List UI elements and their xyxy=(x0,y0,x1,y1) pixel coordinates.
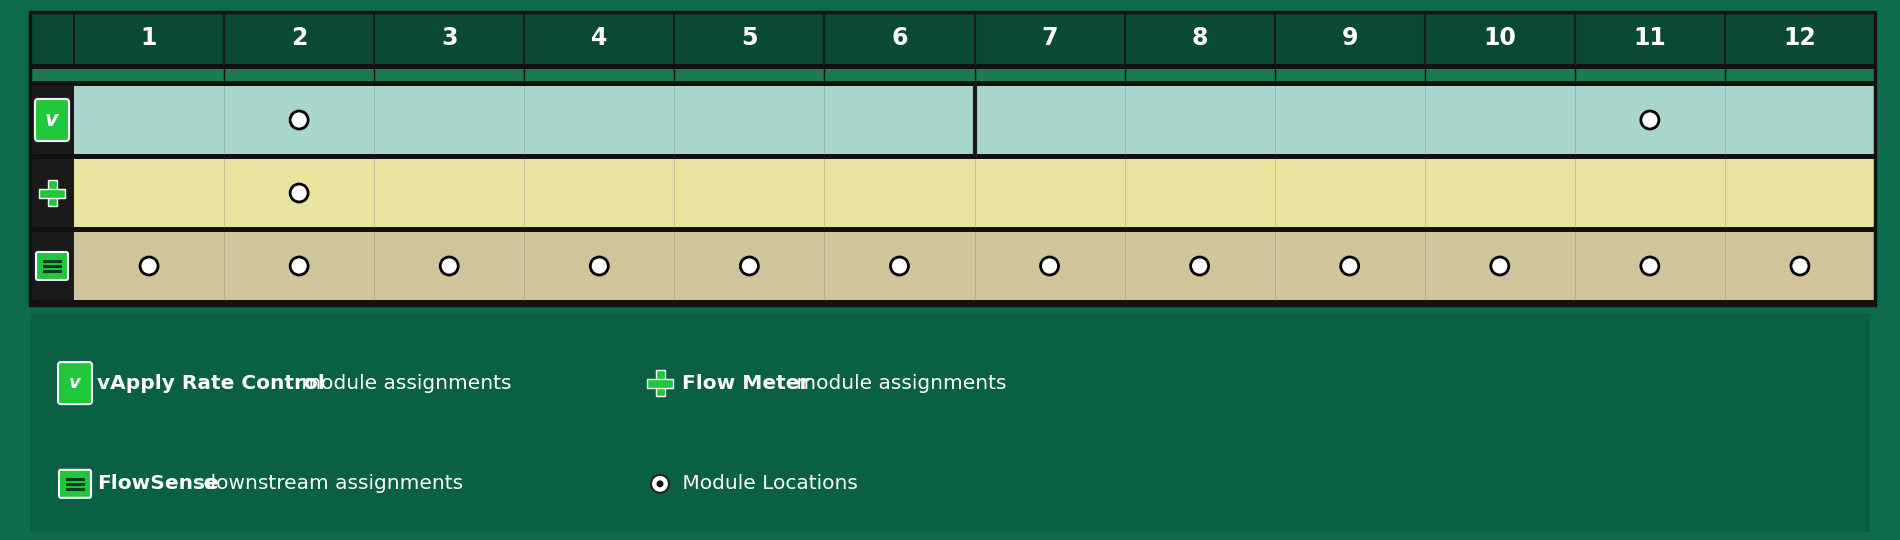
Bar xyxy=(30,81,1875,86)
Bar xyxy=(30,12,1875,305)
Text: 4: 4 xyxy=(591,26,608,50)
Text: 2: 2 xyxy=(291,26,308,50)
Text: 11: 11 xyxy=(1634,26,1666,50)
Circle shape xyxy=(741,257,758,275)
Text: module assignments: module assignments xyxy=(790,374,1007,393)
Text: vApply Rate Control: vApply Rate Control xyxy=(97,374,325,393)
Text: downstream assignments: downstream assignments xyxy=(198,474,464,494)
Text: 12: 12 xyxy=(1784,26,1816,50)
Text: 6: 6 xyxy=(891,26,908,50)
Circle shape xyxy=(1792,257,1809,275)
Text: Flow Meter: Flow Meter xyxy=(682,374,809,393)
FancyBboxPatch shape xyxy=(36,252,68,280)
Bar xyxy=(30,227,1875,232)
Text: Module Locations: Module Locations xyxy=(676,474,859,494)
Text: 10: 10 xyxy=(1484,26,1516,50)
Bar xyxy=(30,12,1875,305)
FancyBboxPatch shape xyxy=(59,362,91,404)
FancyBboxPatch shape xyxy=(59,470,91,498)
Circle shape xyxy=(291,184,308,202)
Bar xyxy=(30,154,1875,159)
Circle shape xyxy=(1492,257,1509,275)
Circle shape xyxy=(291,257,308,275)
Bar xyxy=(30,86,74,154)
Bar xyxy=(74,159,1875,227)
Text: 3: 3 xyxy=(441,26,458,50)
Bar xyxy=(48,180,57,206)
Bar xyxy=(648,379,673,388)
Bar xyxy=(74,86,1875,154)
Bar xyxy=(30,12,1875,64)
Text: module assignments: module assignments xyxy=(294,374,511,393)
Text: 9: 9 xyxy=(1341,26,1358,50)
Bar xyxy=(656,370,665,396)
FancyBboxPatch shape xyxy=(34,99,68,141)
Bar xyxy=(30,69,1875,81)
Circle shape xyxy=(591,257,608,275)
Text: v: v xyxy=(68,374,82,392)
Text: 8: 8 xyxy=(1191,26,1208,50)
Bar xyxy=(74,232,1875,300)
Bar xyxy=(30,313,1870,532)
Circle shape xyxy=(1341,257,1358,275)
Circle shape xyxy=(652,475,669,493)
Text: 1: 1 xyxy=(141,26,158,50)
Bar xyxy=(30,232,74,300)
Circle shape xyxy=(141,257,158,275)
Text: 7: 7 xyxy=(1041,26,1058,50)
Circle shape xyxy=(657,480,663,487)
Text: v: v xyxy=(46,110,59,130)
Text: FlowSense: FlowSense xyxy=(97,474,218,494)
Bar xyxy=(30,300,1875,305)
Circle shape xyxy=(1191,257,1208,275)
Bar xyxy=(30,64,1875,69)
Circle shape xyxy=(1642,257,1659,275)
Circle shape xyxy=(1041,257,1058,275)
Bar xyxy=(40,188,65,198)
Circle shape xyxy=(1642,111,1659,129)
Circle shape xyxy=(891,257,908,275)
Circle shape xyxy=(291,111,308,129)
Text: 5: 5 xyxy=(741,26,758,50)
Circle shape xyxy=(441,257,458,275)
Bar xyxy=(30,159,74,227)
